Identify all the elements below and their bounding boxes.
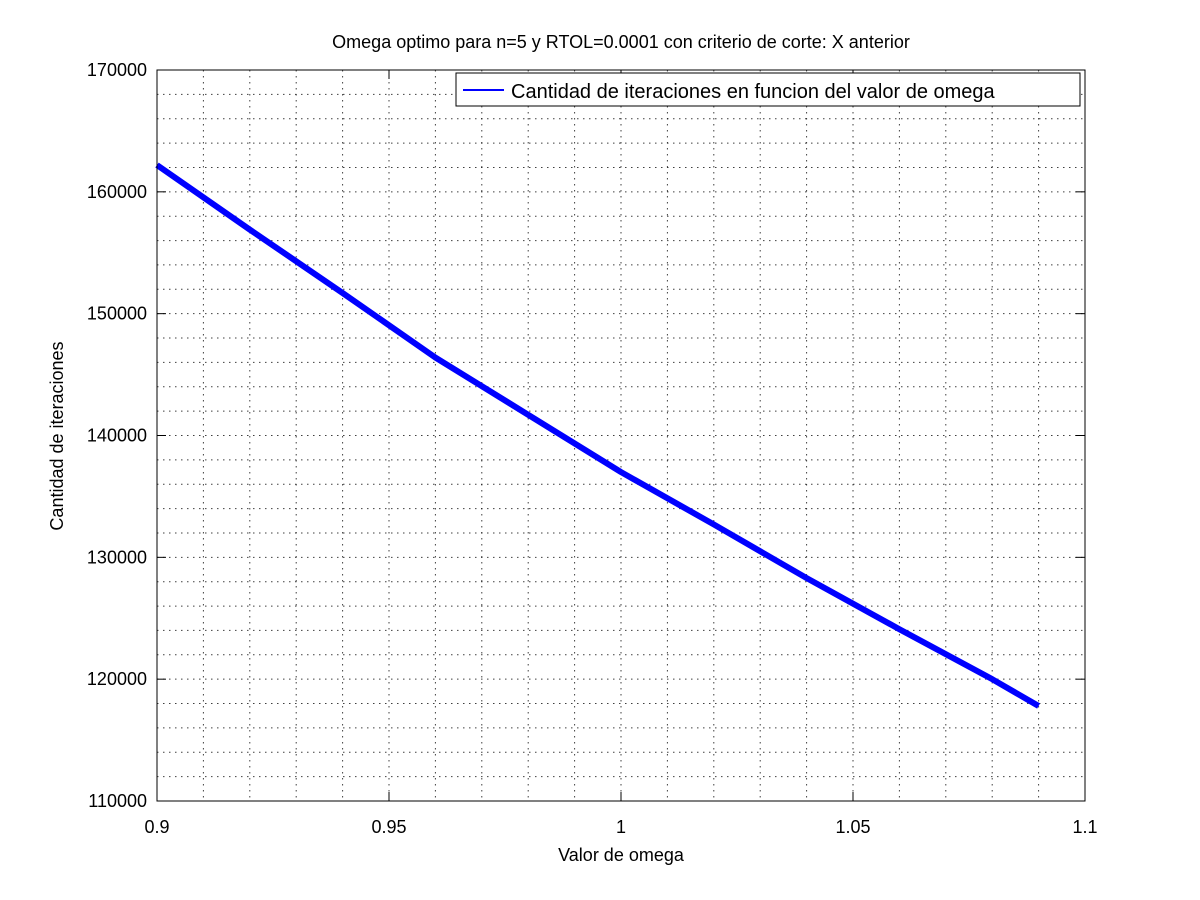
y-tick-label: 170000 bbox=[87, 60, 147, 80]
x-tick-label: 0.95 bbox=[371, 817, 406, 837]
series-layer bbox=[155, 162, 1041, 709]
legend-box bbox=[455, 72, 1081, 107]
y-tick-label: 110000 bbox=[88, 791, 147, 811]
x-axis-tick-labels: 0.9 0.95 1 1.05 1.1 bbox=[144, 817, 1097, 837]
y-tick-label: 150000 bbox=[87, 304, 147, 324]
legend-label: Cantidad de iteraciones en funcion del v… bbox=[511, 81, 996, 103]
x-tick-label: 1.05 bbox=[835, 817, 870, 837]
x-axis-label: Valor de omega bbox=[558, 845, 685, 865]
series-line bbox=[155, 162, 1041, 709]
y-axis-label: Cantidad de iteraciones bbox=[47, 341, 67, 530]
legend: Cantidad de iteraciones en funcion del v… bbox=[455, 72, 1081, 107]
chart-title: Omega optimo para n=5 y RTOL=0.0001 con … bbox=[332, 32, 910, 52]
x-tick-label: 0.9 bbox=[144, 817, 169, 837]
y-tick-label: 130000 bbox=[87, 547, 147, 567]
y-tick-label: 140000 bbox=[87, 426, 147, 446]
x-tick-label: 1.1 bbox=[1072, 817, 1097, 837]
plot-area-background bbox=[157, 70, 1085, 801]
x-tick-label: 1 bbox=[616, 817, 626, 837]
y-tick-label: 120000 bbox=[87, 669, 147, 689]
y-axis-tick-labels: 110000 120000 130000 140000 150000 160000 1700… bbox=[87, 60, 147, 811]
y-tick-label: 160000 bbox=[87, 182, 147, 202]
